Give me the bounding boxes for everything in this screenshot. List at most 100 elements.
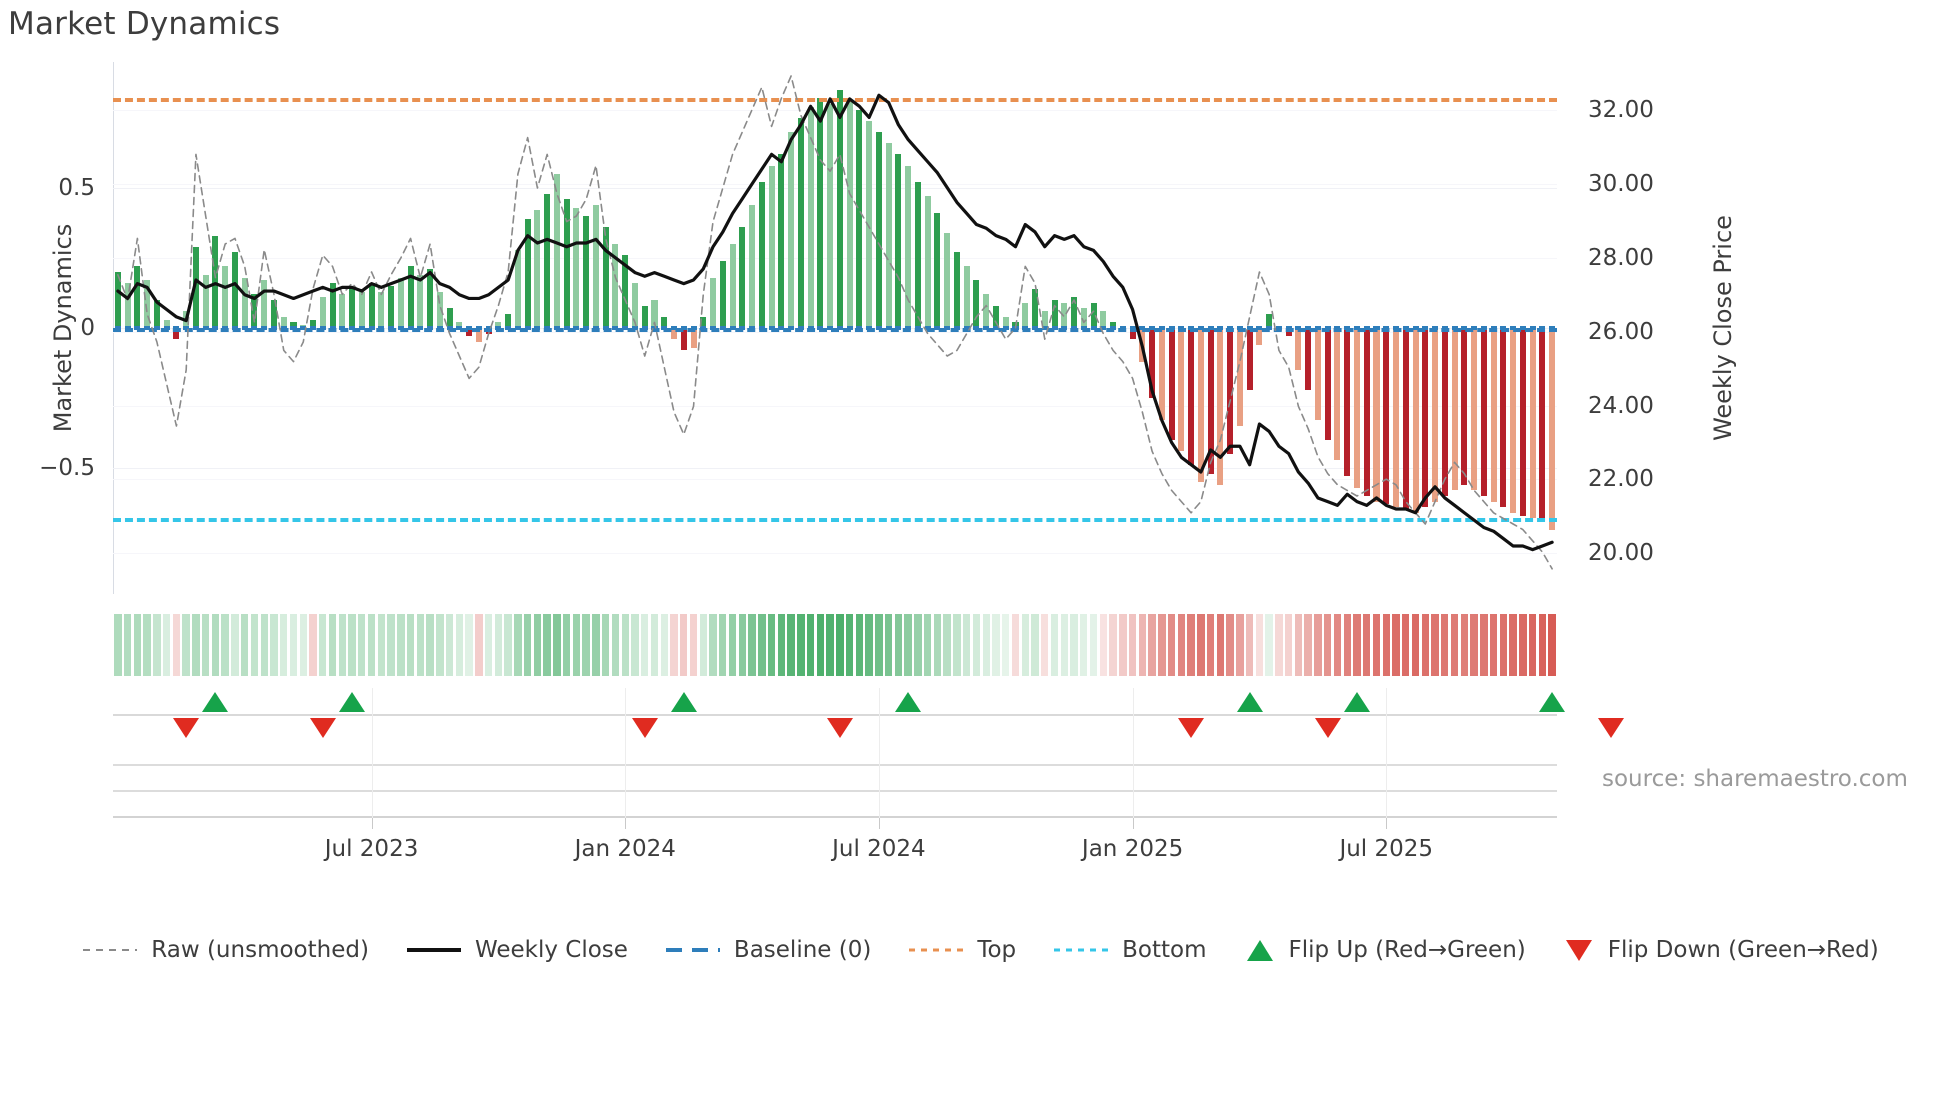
heat-cell [1509, 614, 1517, 676]
flip-markers-panel [113, 688, 1624, 740]
bar [222, 266, 229, 328]
legend-item[interactable]: Bottom [1052, 937, 1207, 963]
heat-cell [719, 614, 727, 676]
bar [553, 174, 560, 328]
legend-item[interactable]: Top [907, 937, 1016, 963]
bar [670, 328, 678, 340]
x-tick-label: Jul 2024 [832, 836, 926, 862]
heat-cell [1011, 614, 1020, 676]
legend-label: Baseline (0) [733, 937, 872, 963]
flip-up-marker [1236, 692, 1263, 712]
legend-label: Flip Down (Green→Red) [1607, 937, 1879, 963]
heat-cell [1236, 614, 1244, 676]
heat-cell [484, 614, 493, 676]
bar [1090, 302, 1097, 328]
heat-cell [1216, 614, 1225, 676]
bar [1490, 328, 1497, 502]
heat-cell [182, 614, 190, 676]
gridline-right [113, 331, 1557, 333]
bar [866, 120, 873, 328]
x-axis: Jul 2023 Jan 2024 Jul 2024 Jan 2025 Jul 2025 [113, 816, 1557, 876]
bar [1168, 328, 1175, 440]
heat-cell [543, 614, 551, 676]
legend-label: Flip Up (Red→Green) [1288, 937, 1526, 963]
heat-cell [992, 614, 1000, 676]
heat-cell [1363, 614, 1371, 676]
x-tick-label: Jul 2023 [324, 836, 419, 862]
legend-label: Weekly Close [474, 937, 628, 963]
heat-cell [845, 614, 854, 676]
bar [739, 227, 746, 328]
bar [427, 269, 434, 328]
heat-cell [133, 614, 142, 676]
bar [944, 232, 951, 328]
bar [1071, 297, 1078, 328]
x-gridline [1386, 688, 1388, 818]
bar [456, 322, 463, 328]
bar [1519, 328, 1526, 516]
bar [1529, 328, 1536, 519]
heat-cell [1538, 614, 1547, 676]
bar [144, 280, 151, 328]
bar [495, 322, 502, 328]
heat-cell [875, 614, 883, 676]
right-tick-label: 32.00 [1588, 97, 1654, 124]
heat-cell [436, 614, 444, 676]
heat-cell [377, 614, 385, 676]
heat-cell [123, 614, 132, 676]
legend-item[interactable]: Baseline (0) [664, 937, 871, 963]
bar [1149, 328, 1156, 398]
bar [924, 196, 931, 328]
heat-cell [445, 614, 454, 676]
bar [1383, 328, 1390, 505]
bar [631, 283, 638, 328]
dashed-line-gray-swatch [83, 949, 138, 951]
legend-item[interactable]: Flip Down (Green→Red) [1562, 937, 1879, 963]
bar [807, 106, 814, 328]
heat-cell [826, 614, 834, 676]
heat-cell [1304, 614, 1312, 676]
heat-cell [816, 614, 825, 676]
legend-item[interactable]: Flip Up (Red→Green) [1243, 937, 1526, 963]
heat-cell [406, 614, 415, 676]
bar [1266, 314, 1273, 328]
bar [690, 328, 697, 348]
x-tick-label: Jan 2025 [1081, 836, 1184, 862]
heat-cell [1470, 614, 1478, 676]
bar [1236, 328, 1243, 426]
bar [358, 291, 365, 328]
bar [1051, 300, 1058, 328]
x-tick [625, 818, 627, 829]
bar [446, 308, 453, 328]
bar [329, 283, 336, 328]
bar [797, 118, 804, 328]
regime-heat-strip [113, 614, 1557, 676]
bar [788, 132, 795, 328]
bar [700, 316, 707, 328]
heat-cell [289, 614, 298, 676]
heat-cell [748, 614, 756, 676]
reference-line-baseline-0 [113, 328, 1557, 332]
heat-cell [1548, 614, 1556, 676]
reference-line-bottom [113, 518, 1557, 523]
dotted-line-orange-swatch [909, 948, 964, 952]
gridline-right [113, 405, 1557, 407]
bar [583, 216, 590, 328]
bar [388, 286, 395, 328]
legend-item[interactable]: Weekly Close [405, 937, 628, 963]
heat-cell [572, 614, 581, 676]
flip-down-marker [309, 718, 336, 738]
heat-cell [1519, 614, 1527, 676]
heat-cell [387, 614, 395, 676]
heat-cell [855, 614, 864, 676]
heat-cell [533, 614, 542, 676]
bar [622, 255, 629, 328]
legend-label: Top [977, 937, 1017, 963]
heat-cell [621, 614, 629, 676]
heat-cell [1333, 614, 1342, 676]
heat-cell [494, 614, 503, 676]
bar [592, 204, 599, 328]
bar [417, 274, 424, 328]
heat-cell [1070, 614, 1078, 676]
legend-item[interactable]: Raw (unsmoothed) [81, 937, 369, 963]
